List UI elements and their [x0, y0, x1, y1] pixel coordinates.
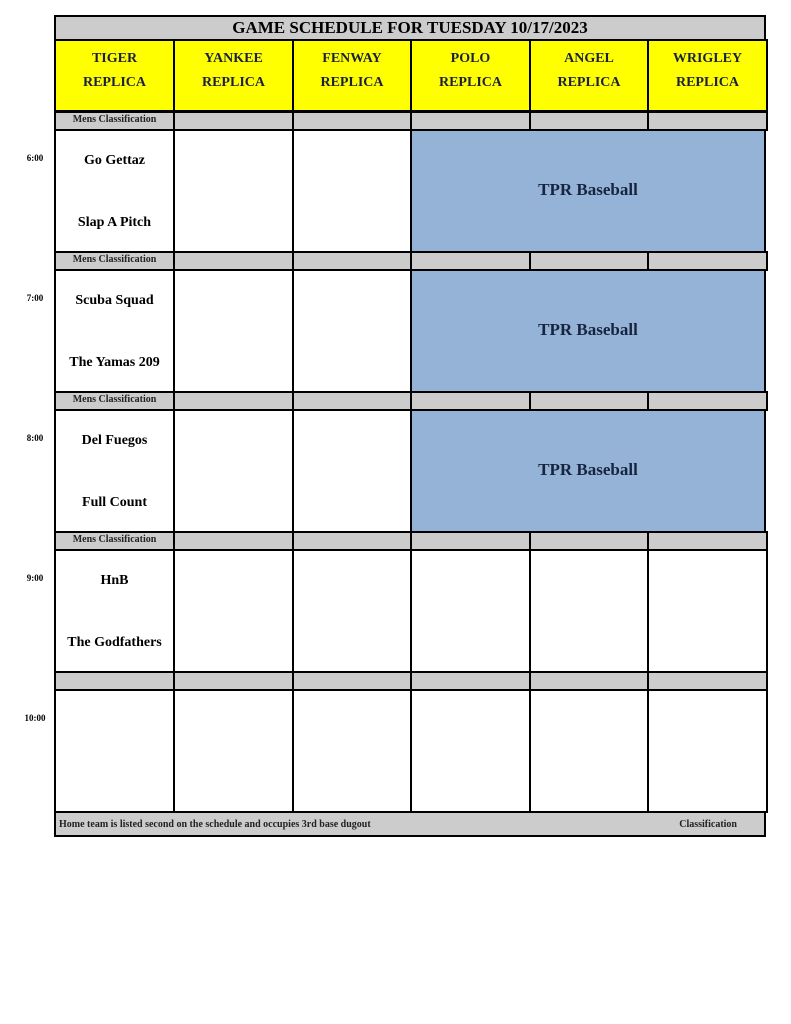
- reserved-block: TPR Baseball: [410, 409, 766, 533]
- reserved-block: TPR Baseball: [410, 269, 766, 393]
- schedule-title: GAME SCHEDULE FOR TUESDAY 10/17/2023: [54, 15, 766, 41]
- field-subtitle: REPLICA: [320, 75, 384, 90]
- game-cell: Scuba Squad The Yamas 209: [54, 269, 175, 393]
- field-header-fenway: FENWAY REPLICA: [292, 39, 412, 112]
- classification-cell: [410, 671, 531, 691]
- classification-cell: [647, 251, 768, 271]
- field-header-wrigley: WRIGLEY REPLICA: [647, 39, 768, 112]
- classification-cell: [529, 111, 649, 131]
- field-header-angel: ANGEL REPLICA: [529, 39, 649, 112]
- time-label: 7:00: [26, 293, 44, 303]
- game-cell: [173, 689, 294, 813]
- away-team: Del Fuegos: [81, 433, 148, 448]
- game-cell: [529, 549, 649, 673]
- field-header-polo: POLO REPLICA: [410, 39, 531, 112]
- game-cell: Go Gettaz Slap A Pitch: [54, 129, 175, 253]
- footer-classification: Classification: [679, 819, 737, 830]
- classification-cell: Mens Classification: [54, 391, 175, 411]
- classification-cell: [292, 671, 412, 691]
- away-team: Scuba Squad: [75, 293, 154, 308]
- field-subtitle: REPLICA: [82, 75, 146, 90]
- classification-cell: [647, 671, 768, 691]
- classification-cell: [647, 391, 768, 411]
- time-label: 6:00: [26, 153, 44, 163]
- classification-cell: [292, 391, 412, 411]
- field-name: ANGEL: [564, 51, 614, 66]
- classification-cell: [410, 531, 531, 551]
- time-label: 8:00: [26, 433, 44, 443]
- classification-cell: [529, 531, 649, 551]
- game-cell: [410, 689, 531, 813]
- game-cell: [647, 689, 768, 813]
- field-header-tiger: TIGER REPLICA: [54, 39, 175, 112]
- classification-cell: [292, 531, 412, 551]
- home-team: The Yamas 209: [69, 355, 160, 370]
- classification-cell: Mens Classification: [54, 111, 175, 131]
- classification-cell: Mens Classification: [54, 531, 175, 551]
- game-cell: [292, 689, 412, 813]
- classification-cell: Mens Classification: [54, 251, 175, 271]
- classification-cell: [529, 251, 649, 271]
- home-team: The Godfathers: [67, 635, 162, 650]
- game-cell: [173, 409, 294, 533]
- game-cell: [410, 549, 531, 673]
- classification-cell: [410, 391, 531, 411]
- game-cell: [529, 689, 649, 813]
- game-cell: [54, 689, 175, 813]
- classification-cell: [173, 251, 294, 271]
- game-cell: [173, 549, 294, 673]
- classification-cell: [173, 111, 294, 131]
- field-name: TIGER: [91, 51, 138, 66]
- classification-cell: [173, 391, 294, 411]
- field-subtitle: REPLICA: [557, 75, 621, 90]
- reserved-block: TPR Baseball: [410, 129, 766, 253]
- field-name: FENWAY: [322, 51, 382, 66]
- field-subtitle: REPLICA: [675, 75, 739, 90]
- game-cell: [173, 269, 294, 393]
- game-cell: Del Fuegos Full Count: [54, 409, 175, 533]
- game-cell: [173, 129, 294, 253]
- away-team: Go Gettaz: [83, 153, 146, 168]
- classification-cell: [647, 111, 768, 131]
- field-name: WRIGLEY: [672, 51, 743, 66]
- classification-cell: [410, 111, 531, 131]
- classification-cell: [173, 671, 294, 691]
- game-cell: [647, 549, 768, 673]
- game-cell: HnB The Godfathers: [54, 549, 175, 673]
- game-cell: [292, 269, 412, 393]
- game-cell: [292, 549, 412, 673]
- away-team: HnB: [100, 573, 129, 588]
- game-cell: [292, 129, 412, 253]
- field-name: POLO: [450, 51, 491, 66]
- classification-cell: [647, 531, 768, 551]
- home-team: Slap A Pitch: [77, 215, 152, 230]
- classification-cell: [529, 391, 649, 411]
- time-label: 10:00: [24, 713, 46, 723]
- classification-cell: [54, 671, 175, 691]
- classification-cell: [292, 251, 412, 271]
- classification-cell: [292, 111, 412, 131]
- footer-bar: Home team is listed second on the schedu…: [54, 811, 766, 837]
- home-team: Full Count: [82, 495, 147, 510]
- classification-cell: [529, 671, 649, 691]
- time-label: 9:00: [26, 573, 44, 583]
- footer-note: Home team is listed second on the schedu…: [59, 819, 371, 830]
- game-cell: [292, 409, 412, 533]
- classification-cell: [410, 251, 531, 271]
- field-subtitle: REPLICA: [201, 75, 265, 90]
- field-name: YANKEE: [204, 51, 263, 66]
- field-header-yankee: YANKEE REPLICA: [173, 39, 294, 112]
- classification-cell: [173, 531, 294, 551]
- field-subtitle: REPLICA: [438, 75, 502, 90]
